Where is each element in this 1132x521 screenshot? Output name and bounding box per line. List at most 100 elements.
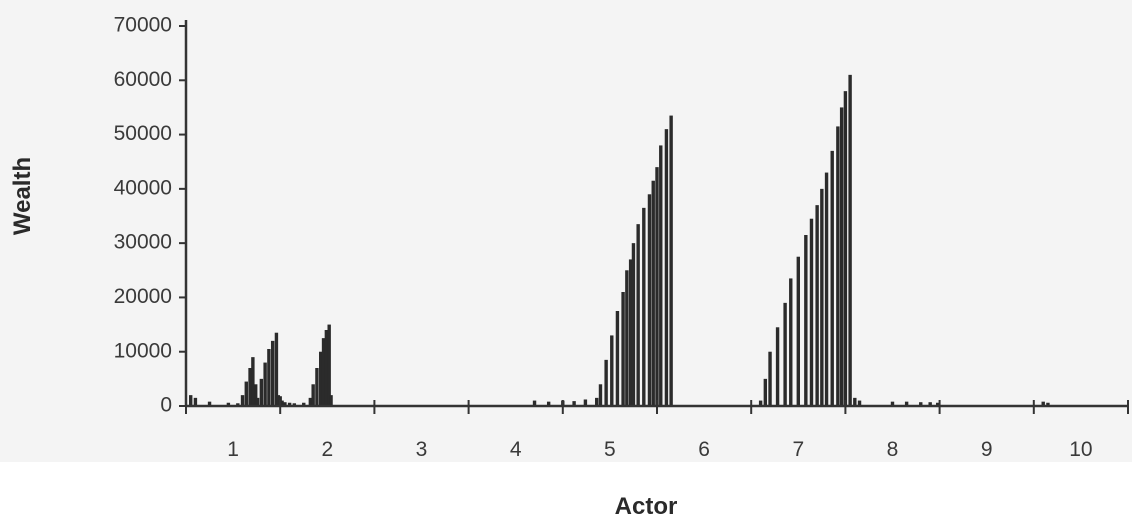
bar bbox=[207, 401, 212, 406]
bar bbox=[321, 338, 326, 406]
x-tick-label: 1 bbox=[227, 438, 239, 461]
bar bbox=[647, 194, 652, 406]
bar bbox=[904, 401, 909, 406]
y-axis-title: Wealth bbox=[9, 157, 36, 235]
bar bbox=[292, 403, 297, 406]
bar bbox=[621, 292, 625, 406]
y-tick-label: 0 bbox=[160, 394, 172, 417]
bar bbox=[276, 395, 281, 406]
bar bbox=[259, 378, 264, 406]
bar bbox=[604, 359, 608, 406]
bar bbox=[583, 399, 588, 406]
bar bbox=[532, 400, 537, 406]
bar bbox=[936, 402, 940, 406]
bar bbox=[848, 74, 852, 406]
bar bbox=[610, 335, 614, 406]
y-tick-label: 50000 bbox=[114, 122, 172, 145]
bar bbox=[240, 395, 245, 406]
bar bbox=[244, 381, 248, 406]
bar bbox=[775, 327, 780, 406]
bar bbox=[824, 172, 829, 406]
bar bbox=[1046, 402, 1050, 406]
bar bbox=[236, 403, 240, 406]
bars-group bbox=[189, 74, 1050, 407]
bar bbox=[659, 145, 663, 406]
bar bbox=[267, 349, 271, 406]
bar bbox=[815, 205, 819, 406]
y-axis-ticks: 0 10000 20000 30000 40000 50000 60000 70000 bbox=[114, 14, 186, 417]
bar bbox=[319, 351, 323, 406]
bar bbox=[928, 402, 932, 406]
y-tick-label: 40000 bbox=[114, 176, 172, 199]
bar bbox=[783, 302, 787, 406]
bar bbox=[189, 395, 193, 406]
bar bbox=[820, 188, 824, 406]
y-tick-label: 30000 bbox=[114, 231, 172, 254]
bar bbox=[857, 400, 862, 406]
x-axis-title: Actor bbox=[615, 493, 678, 520]
x-tick-label: 2 bbox=[321, 438, 333, 461]
bar bbox=[830, 150, 834, 406]
bar bbox=[628, 259, 633, 406]
bar bbox=[631, 243, 636, 406]
bar bbox=[669, 115, 673, 407]
bar bbox=[836, 126, 840, 406]
bar bbox=[263, 362, 267, 406]
bar bbox=[283, 402, 287, 406]
bar bbox=[193, 397, 198, 406]
bar bbox=[595, 397, 599, 406]
bar bbox=[572, 401, 576, 406]
bar bbox=[853, 397, 857, 406]
bar bbox=[664, 129, 669, 406]
x-tick-label: 6 bbox=[698, 438, 710, 461]
bar bbox=[251, 357, 255, 406]
bar bbox=[287, 402, 292, 406]
bar bbox=[226, 402, 231, 406]
bar bbox=[768, 351, 772, 406]
bar bbox=[270, 340, 275, 406]
bar bbox=[1041, 401, 1045, 406]
x-tick-label: 8 bbox=[887, 438, 899, 461]
plot-area bbox=[0, 0, 1132, 462]
bar bbox=[636, 224, 640, 406]
bar bbox=[324, 330, 329, 406]
bar bbox=[280, 400, 284, 406]
bar bbox=[598, 384, 603, 406]
bar bbox=[546, 401, 551, 406]
bar bbox=[839, 107, 844, 406]
bar bbox=[315, 368, 319, 406]
bar bbox=[804, 235, 808, 406]
x-tick-label: 9 bbox=[981, 438, 993, 461]
bar bbox=[274, 332, 279, 406]
bar bbox=[655, 167, 659, 406]
bar bbox=[625, 270, 629, 406]
bar bbox=[255, 397, 260, 406]
x-tick-label: 7 bbox=[792, 438, 804, 461]
bar bbox=[919, 402, 923, 406]
bar bbox=[758, 400, 763, 406]
x-tick-label: 5 bbox=[604, 438, 616, 461]
bar bbox=[642, 207, 646, 406]
bar bbox=[809, 218, 814, 406]
bar bbox=[308, 397, 313, 406]
x-axis-ticks: 1 2 3 4 5 6 7 8 9 10 bbox=[185, 400, 1129, 461]
x-tick-label: 4 bbox=[510, 438, 522, 461]
y-tick-label: 70000 bbox=[114, 14, 172, 37]
bar bbox=[248, 368, 252, 406]
bar bbox=[796, 256, 800, 406]
bar bbox=[890, 401, 895, 406]
y-tick-label: 10000 bbox=[114, 339, 172, 362]
y-tick-label: 60000 bbox=[114, 68, 172, 91]
bar bbox=[302, 402, 306, 406]
x-tick-label: 10 bbox=[1069, 438, 1092, 461]
bar bbox=[789, 278, 793, 406]
x-tick-label: 3 bbox=[416, 438, 428, 461]
bar bbox=[254, 384, 258, 406]
bar bbox=[843, 91, 848, 407]
bar bbox=[763, 378, 768, 406]
bar bbox=[329, 395, 333, 406]
bar bbox=[651, 180, 655, 406]
bar bbox=[327, 324, 331, 406]
bar bbox=[311, 384, 315, 406]
